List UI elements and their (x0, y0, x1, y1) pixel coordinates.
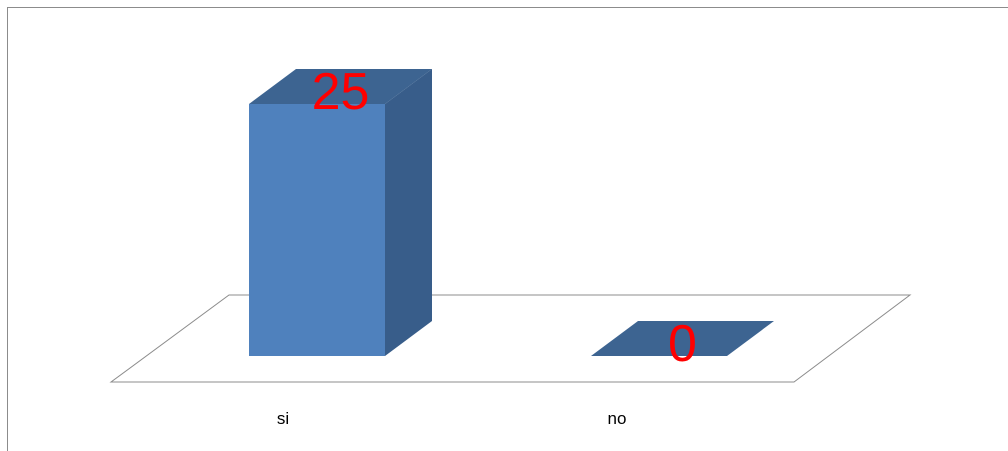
bar-si-top (249, 69, 432, 104)
bar-no (591, 321, 774, 356)
chart-area (7, 7, 1008, 451)
bar-series (249, 69, 774, 356)
category-label-no: no (608, 409, 627, 428)
bar-si-front (249, 104, 385, 356)
category-label-si: si (277, 409, 289, 428)
data-label-no: 0 (668, 315, 697, 373)
chart-floor (109, 294, 912, 383)
bar-si-side (385, 69, 432, 356)
data-label-si: 25 (312, 63, 370, 121)
category-axis-labels: si no (277, 409, 627, 428)
data-labels: 25 0 (312, 63, 697, 373)
